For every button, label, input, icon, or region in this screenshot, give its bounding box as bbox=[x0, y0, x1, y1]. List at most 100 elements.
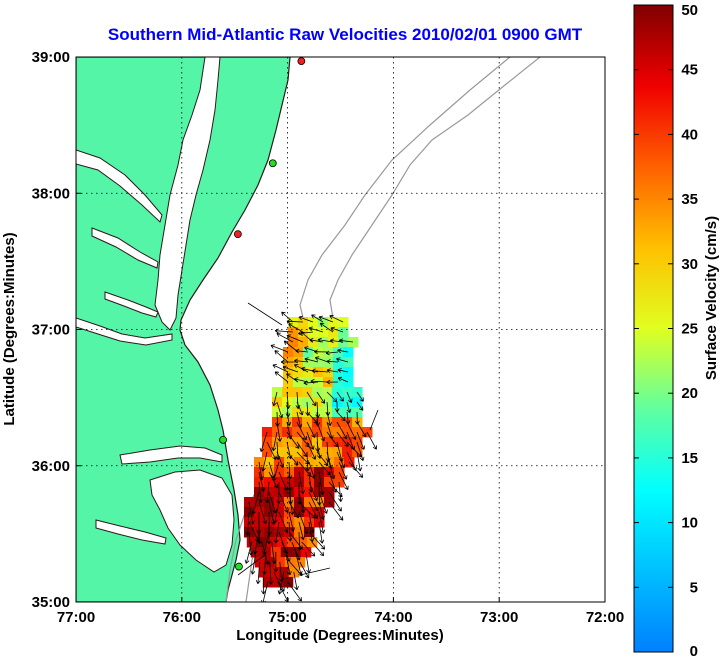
velocity-vector bbox=[294, 358, 309, 364]
velocity-vector bbox=[311, 541, 325, 557]
velocity-cell bbox=[333, 377, 344, 388]
velocity-vector bbox=[308, 326, 324, 333]
map-layers bbox=[76, 57, 605, 602]
velocity-vector bbox=[337, 376, 349, 383]
velocity-cell bbox=[313, 357, 324, 368]
velocity-vector bbox=[306, 441, 317, 460]
x-tick-label: 73:00 bbox=[480, 609, 518, 626]
velocity-vector bbox=[326, 379, 339, 385]
velocity-vector bbox=[261, 571, 266, 595]
velocity-vector bbox=[318, 315, 334, 323]
velocity-vector bbox=[288, 511, 295, 532]
velocity-cell bbox=[338, 317, 349, 328]
velocity-cell bbox=[283, 377, 294, 388]
velocity-vector bbox=[319, 322, 334, 333]
hf-radar-stations bbox=[219, 57, 306, 571]
velocity-cell bbox=[333, 367, 344, 378]
velocity-vector bbox=[261, 451, 268, 472]
velocity-vector bbox=[272, 364, 289, 373]
colorbar-tick-label: 35 bbox=[681, 191, 698, 208]
velocity-cell bbox=[323, 347, 334, 358]
velocity-cell bbox=[303, 377, 314, 388]
velocity-vector bbox=[337, 368, 349, 373]
radar-station-marker bbox=[297, 57, 306, 65]
velocity-vector bbox=[318, 471, 325, 496]
velocity-vector bbox=[280, 359, 298, 365]
velocity-cell bbox=[298, 317, 309, 328]
velocity-vector bbox=[274, 371, 289, 383]
velocity-vector bbox=[311, 368, 329, 374]
velocity-cell bbox=[343, 357, 354, 368]
velocity-vector bbox=[286, 431, 300, 449]
velocity-vector bbox=[326, 368, 339, 374]
velocity-vector bbox=[288, 491, 295, 515]
velocity-vector bbox=[328, 501, 344, 521]
velocity-vector bbox=[273, 551, 279, 573]
velocity-vector bbox=[248, 501, 255, 525]
velocity-vector bbox=[295, 348, 309, 354]
velocity-vectors bbox=[237, 302, 379, 602]
velocity-vector bbox=[306, 431, 315, 450]
colorbar-tick-label: 45 bbox=[681, 62, 698, 79]
york-river bbox=[104, 291, 159, 318]
velocity-vector bbox=[283, 340, 299, 353]
y-tick-label: 38:00 bbox=[32, 185, 70, 202]
velocity-vector bbox=[294, 364, 309, 373]
velocity-cell bbox=[318, 327, 329, 338]
velocity-cell bbox=[323, 367, 334, 378]
velocity-vector bbox=[328, 491, 342, 512]
colorbar-tick-label: 30 bbox=[681, 256, 698, 273]
velocity-cell bbox=[328, 327, 339, 338]
velocity-vector bbox=[296, 401, 304, 416]
radar-station-marker bbox=[235, 562, 243, 571]
colorbar-label: Surface Velocity (cm/s) bbox=[703, 216, 720, 380]
james-river bbox=[76, 317, 173, 346]
x-tick-label: 75:00 bbox=[268, 609, 306, 626]
velocity-vector bbox=[296, 421, 307, 441]
velocity-vector bbox=[328, 461, 336, 480]
velocity-vector bbox=[272, 501, 280, 524]
velocity-cell bbox=[293, 377, 304, 388]
velocity-cell bbox=[313, 347, 324, 358]
velocity-vector bbox=[251, 491, 260, 515]
velocity-vector bbox=[336, 357, 349, 363]
velocity-vector bbox=[277, 571, 285, 595]
velocity-vector bbox=[265, 481, 270, 504]
velocity-vector bbox=[318, 511, 326, 534]
velocity-vector bbox=[288, 501, 299, 519]
velocity-vector bbox=[296, 451, 310, 465]
y-tick-label: 36:00 bbox=[32, 458, 70, 475]
albemarle-sound bbox=[119, 445, 223, 465]
velocity-cell bbox=[343, 347, 354, 358]
velocity-vector bbox=[276, 451, 285, 468]
pamlico-sound bbox=[149, 469, 235, 573]
velocity-vector bbox=[268, 491, 277, 514]
velocity-vector bbox=[270, 344, 289, 353]
radar-station-marker bbox=[219, 435, 227, 444]
velocity-vector bbox=[276, 332, 294, 343]
velocity-vector bbox=[336, 391, 344, 402]
velocity-vector bbox=[273, 521, 280, 544]
velocity-vector bbox=[297, 531, 303, 551]
velocity-cell bbox=[333, 357, 344, 368]
velocity-vector bbox=[261, 541, 270, 565]
velocity-vector bbox=[356, 391, 364, 402]
map-grid bbox=[76, 57, 605, 602]
velocity-cell bbox=[343, 377, 354, 388]
velocity-vector bbox=[326, 359, 339, 364]
velocity-vector bbox=[356, 431, 366, 450]
velocity-vector bbox=[301, 541, 316, 557]
velocity-vector bbox=[305, 551, 311, 574]
potomac-river bbox=[76, 149, 163, 223]
velocity-vector bbox=[298, 501, 316, 519]
velocity-vector bbox=[316, 391, 325, 404]
velocity-vector bbox=[326, 411, 332, 426]
y-tick-label: 37:00 bbox=[32, 322, 70, 339]
velocity-vector bbox=[325, 350, 339, 356]
velocity-vector bbox=[276, 421, 282, 442]
velocity-vector bbox=[308, 471, 314, 493]
y-axis-label: Latitude (Degrees:Minutes) bbox=[1, 232, 18, 425]
velocity-vector bbox=[255, 561, 261, 585]
velocity-vector bbox=[336, 421, 348, 440]
